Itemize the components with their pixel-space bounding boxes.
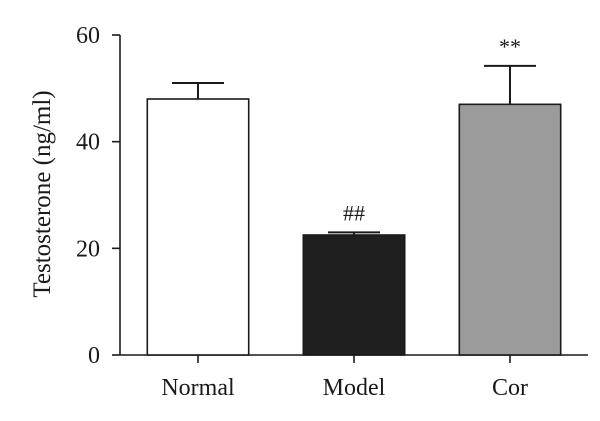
x-axis: Normal Model Cor [120,354,588,401]
y-tick-label: 0 [88,343,100,369]
y-tick-label: 40 [76,130,100,156]
y-axis-label: Testosterone (ng/ml) [29,90,56,297]
bar-model [302,234,406,356]
bar-normal [146,98,250,356]
bars: ## ** [146,34,562,356]
y-tick-label: 60 [76,23,100,49]
x-tick-label: Cor [492,375,528,401]
significance-label: ** [499,34,521,59]
x-tick-label: Normal [161,375,235,401]
significance-label: ## [343,200,365,225]
y-tick-label: 20 [76,236,100,262]
x-tick-label: Model [323,375,386,401]
y-axis: 0 20 40 60 [76,23,121,369]
bar-cor [458,103,562,356]
